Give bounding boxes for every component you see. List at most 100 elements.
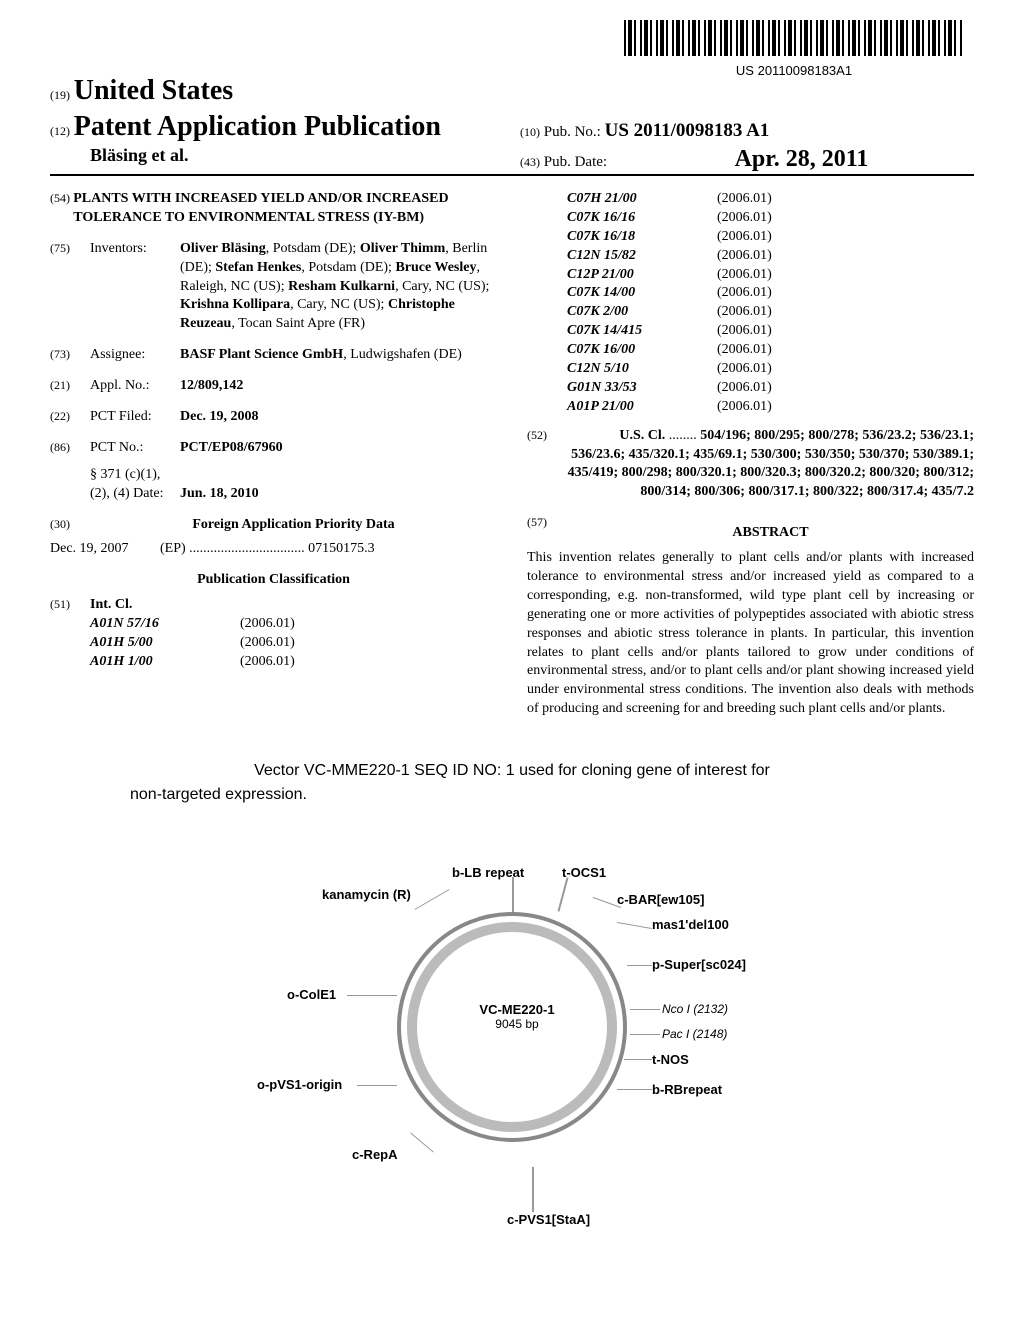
label-tnos: t-NOS — [652, 1052, 689, 1067]
pub-info: (10) Pub. No.: US 2011/0098183 A1 (43) P… — [520, 120, 970, 173]
tick — [512, 877, 514, 912]
foreign-date: Dec. 19, 2007 — [50, 540, 160, 559]
intcl-num: (51) — [50, 596, 90, 615]
pub-type-prefix: (12) — [50, 124, 70, 138]
header-block: (19) United States (12) Patent Applicati… — [50, 75, 974, 166]
appl-num: (21) — [50, 377, 90, 396]
pub-no-label: Pub. No.: — [544, 124, 601, 140]
assignee-value: BASF Plant Science GmbH, Ludwigshafen (D… — [180, 346, 497, 365]
two-column-body: (54) PLANTS WITH INCREASED YIELD AND/OR … — [50, 190, 974, 719]
pct-no-label: PCT No.: — [90, 439, 180, 458]
title-num: (54) — [50, 190, 73, 228]
s371-label: § 371 (c)(1), — [90, 466, 497, 485]
label-kan: kanamycin (R) — [322, 887, 411, 902]
invention-title: PLANTS WITH INCREASED YIELD AND/OR INCRE… — [73, 190, 497, 228]
tick — [410, 1133, 434, 1153]
country-prefix: (19) — [50, 88, 70, 102]
pct-filed-value: Dec. 19, 2008 — [180, 408, 259, 427]
intcl-table-right: C07H 21/00(2006.01) C07K 16/16(2006.01) … — [567, 190, 974, 417]
table-row: C07K 16/16(2006.01) — [567, 209, 974, 228]
abstract-num: (57) — [527, 514, 567, 549]
table-row: G01N 33/53(2006.01) — [567, 379, 974, 398]
plasmid-bp: 9045 bp — [462, 1017, 572, 1031]
table-row: C07K 14/415(2006.01) — [567, 322, 974, 341]
label-cpvs1: c-PVS1[StaA] — [507, 1212, 590, 1227]
country-name: United States — [74, 75, 233, 106]
label-opvs1: o-pVS1-origin — [257, 1077, 342, 1092]
pub-date-label: Pub. Date: — [544, 154, 607, 170]
tick — [630, 1034, 660, 1035]
tick — [617, 1089, 652, 1090]
divider — [50, 174, 974, 176]
intcl-table-left: A01N 57/16(2006.01) A01H 5/00(2006.01) A… — [90, 615, 497, 672]
table-row: C12N 15/82(2006.01) — [567, 247, 974, 266]
plasmid-center-label: VC-ME220-1 9045 bp — [462, 1002, 572, 1031]
header-authors: Bläsing et al. — [90, 145, 441, 166]
label-psuper: p-Super[sc024] — [652, 957, 746, 972]
foreign-heading: Foreign Application Priority Data — [90, 516, 497, 535]
appl-label: Appl. No.: — [90, 377, 180, 396]
uscl-dots: ........ — [669, 428, 701, 443]
pct-filed-label: PCT Filed: — [90, 408, 180, 427]
pub-date-prefix: (43) — [520, 155, 540, 169]
barcode-graphic — [624, 20, 964, 56]
label-tocs1: t-OCS1 — [562, 865, 606, 880]
right-column: C07H 21/00(2006.01) C07K 16/16(2006.01) … — [527, 190, 974, 719]
figure-caption: Vector VC-MME220-1 SEQ ID NO: 1 used for… — [110, 759, 914, 807]
label-crepa: c-RepA — [352, 1147, 398, 1162]
table-row: A01H 5/00(2006.01) — [90, 634, 497, 653]
table-row: C07K 14/00(2006.01) — [567, 284, 974, 303]
inventors-label: Inventors: — [90, 240, 180, 334]
tick — [347, 995, 397, 996]
tick — [414, 889, 449, 910]
s371-date-value: Jun. 18, 2010 — [180, 485, 259, 504]
pct-filed-num: (22) — [50, 408, 90, 427]
label-mas1: mas1'del100 — [652, 917, 729, 932]
pub-no-prefix: (10) — [520, 125, 540, 139]
label-cbar: c-BAR[ew105] — [617, 892, 704, 907]
s371-date-label: (2), (4) Date: — [90, 485, 180, 504]
barcode-text: US 20110098183A1 — [624, 63, 964, 78]
pub-no-value: US 2011/0098183 A1 — [605, 120, 770, 141]
pct-no-value: PCT/EP08/67960 — [180, 439, 283, 458]
uscl-num: (52) — [527, 427, 567, 503]
inventors-names: Oliver Bläsing, Potsdam (DE); Oliver Thi… — [180, 241, 489, 332]
tick — [617, 922, 652, 929]
table-row: C07K 2/00(2006.01) — [567, 303, 974, 322]
intcl-label: Int. Cl. — [90, 596, 132, 615]
table-row: C07H 21/00(2006.01) — [567, 190, 974, 209]
pub-type: Patent Application Publication — [74, 111, 441, 142]
plasmid-name: VC-ME220-1 — [462, 1002, 572, 1017]
tick — [357, 1085, 397, 1086]
caption-line1: Vector VC-MME220-1 SEQ ID NO: 1 used for… — [254, 762, 770, 779]
table-row: C12N 5/10(2006.01) — [567, 360, 974, 379]
label-pac: Pac I (2148) — [662, 1027, 727, 1041]
table-row: A01H 1/00(2006.01) — [90, 653, 497, 672]
tick — [627, 965, 652, 966]
abstract-text: This invention relates generally to plan… — [527, 549, 974, 719]
label-ocole1: o-ColE1 — [287, 987, 336, 1002]
tick — [624, 1059, 652, 1060]
figure-area: Vector VC-MME220-1 SEQ ID NO: 1 used for… — [50, 759, 974, 1237]
table-row: C07K 16/00(2006.01) — [567, 341, 974, 360]
table-row: C07K 16/18(2006.01) — [567, 228, 974, 247]
label-brb: b-RBrepeat — [652, 1082, 722, 1097]
pct-no-num: (86) — [50, 439, 90, 458]
left-column: (54) PLANTS WITH INCREASED YIELD AND/OR … — [50, 190, 497, 719]
tick — [558, 877, 569, 911]
table-row: A01P 21/00(2006.01) — [567, 398, 974, 417]
inventors-num: (75) — [50, 240, 90, 334]
caption-line2: non-targeted expression. — [130, 783, 914, 807]
table-row: A01N 57/16(2006.01) — [90, 615, 497, 634]
pub-class-heading: Publication Classification — [50, 571, 497, 590]
barcode-area: US 20110098183A1 — [624, 20, 964, 78]
abstract-heading: ABSTRACT — [567, 524, 974, 543]
label-nco: Nco I (2132) — [662, 1002, 728, 1016]
assignee-label: Assignee: — [90, 346, 180, 365]
tick — [630, 1009, 660, 1010]
foreign-num: (30) — [50, 516, 90, 535]
pub-date-value: Apr. 28, 2011 — [735, 146, 869, 172]
tick — [532, 1167, 534, 1212]
uscl-label: U.S. Cl. — [619, 428, 665, 443]
table-row: C12P 21/00(2006.01) — [567, 266, 974, 285]
